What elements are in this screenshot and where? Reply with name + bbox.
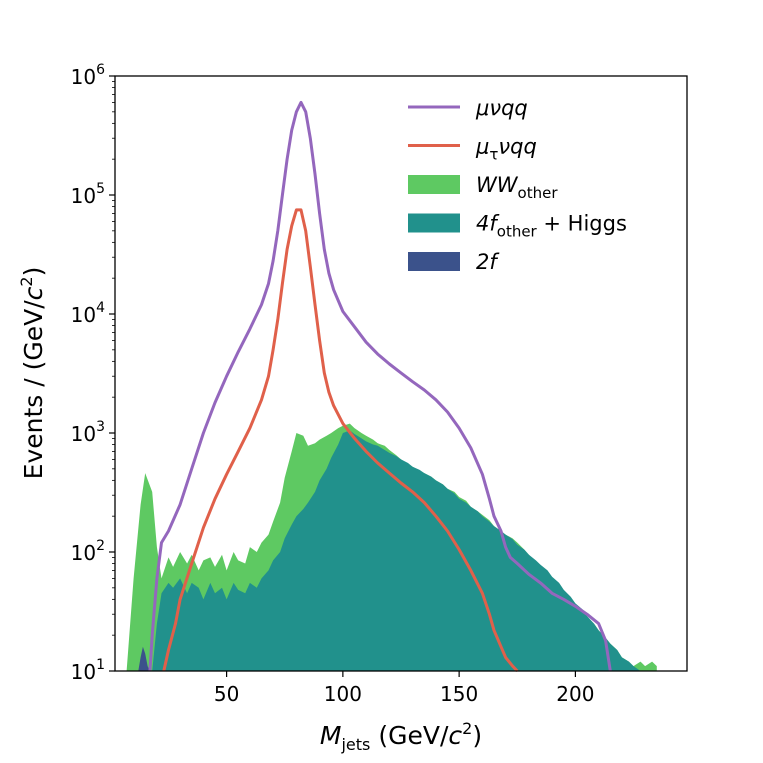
series-line-4 bbox=[162, 208, 519, 673]
y-tick-label: 106 bbox=[71, 62, 105, 89]
y-tick-label: 105 bbox=[71, 181, 105, 208]
x-tick-label: 200 bbox=[556, 682, 594, 706]
x-ticks: 50 100 150 200 bbox=[214, 671, 594, 706]
y-tick-label: 104 bbox=[71, 300, 105, 327]
series-line-3 bbox=[148, 100, 612, 672]
legend: μνqq μτνqq WWother 4fother + Higgs 2f bbox=[408, 96, 627, 274]
legend-label: WWother bbox=[476, 173, 558, 202]
y-ticks: 101 102 103 104 105 106 bbox=[71, 62, 115, 684]
fills-layer bbox=[126, 423, 657, 671]
y-tick-label: 102 bbox=[71, 538, 105, 565]
legend-swatch bbox=[408, 213, 460, 233]
x-tick-label: 100 bbox=[324, 682, 362, 706]
x-tick-label: 50 bbox=[214, 682, 239, 706]
plot-frame bbox=[114, 75, 688, 672]
legend-label: μτνqq bbox=[475, 135, 537, 164]
x-axis-label: Mjets (GeV/c2) bbox=[320, 719, 482, 754]
y-tick-label: 103 bbox=[71, 419, 105, 446]
legend-label: μνqq bbox=[475, 96, 528, 120]
series-area-2 bbox=[138, 646, 150, 671]
y-axis-label: Events / (GeV/c2) bbox=[17, 267, 48, 480]
lines-layer bbox=[148, 100, 612, 673]
legend-label: 4fother + Higgs bbox=[476, 212, 627, 241]
legend-swatch bbox=[408, 252, 460, 271]
legend-swatch bbox=[408, 175, 460, 194]
y-tick-label: 101 bbox=[71, 657, 105, 684]
series-area-1 bbox=[152, 430, 646, 671]
x-tick-label: 150 bbox=[440, 682, 478, 706]
legend-label: 2f bbox=[476, 250, 500, 274]
